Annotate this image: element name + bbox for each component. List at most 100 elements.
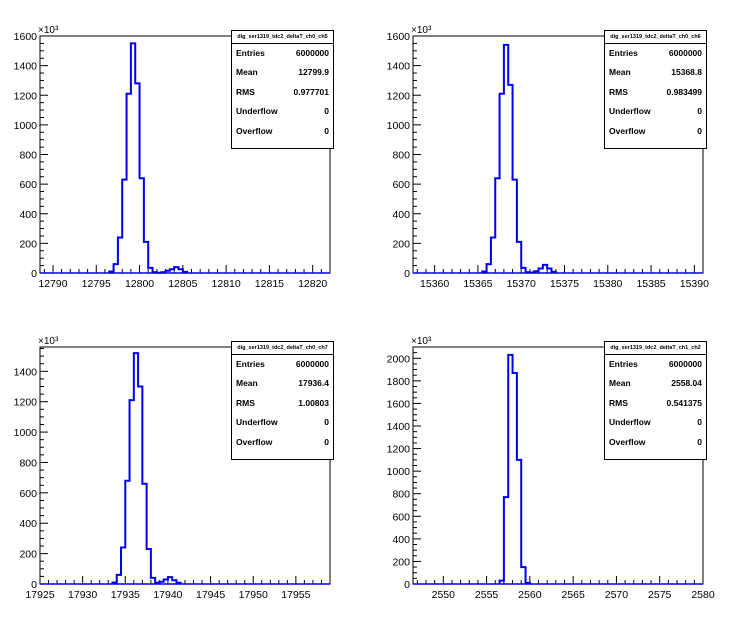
- stats-value: 17936.4: [298, 378, 329, 389]
- histogram-bin: [135, 83, 139, 273]
- y-tick-label: 800: [392, 489, 410, 501]
- histogram-bin: [521, 268, 525, 273]
- histogram-series: [498, 353, 531, 584]
- stats-value: 0: [324, 125, 329, 136]
- stats-label: Mean: [236, 378, 258, 389]
- stats-row-entries: Entries 6000000: [605, 355, 706, 374]
- y-tick-label: 0: [31, 268, 37, 280]
- histogram-bin: [131, 43, 135, 273]
- stats-label: Entries: [609, 48, 638, 58]
- y-tick-label: 400: [392, 534, 410, 546]
- histogram-bin: [140, 178, 144, 273]
- y-tick-label: 0: [31, 579, 37, 591]
- histogram-bin: [151, 578, 155, 584]
- y-tick-label: 200: [19, 238, 37, 250]
- stats-label: RMS: [236, 86, 255, 97]
- histogram-bin: [121, 548, 125, 584]
- histogram-bin: [539, 269, 543, 273]
- y-tick-label: 1800: [387, 376, 411, 388]
- stats-value: 6000000: [668, 359, 702, 369]
- y-tick-label: 1600: [387, 31, 411, 43]
- stats-value: 12799.9: [298, 67, 329, 78]
- histogram-bin: [147, 549, 151, 584]
- histogram-series: [108, 42, 189, 274]
- histogram-bin: [513, 373, 517, 584]
- histogram-bin: [534, 271, 538, 273]
- y-tick-label: 1000: [14, 120, 38, 132]
- x-tick-label: 17935: [111, 589, 140, 601]
- histogram-bin: [170, 269, 174, 273]
- stats-label: Mean: [609, 67, 631, 78]
- histogram-bin: [547, 269, 551, 273]
- y-multiplier-label: ×10³: [411, 25, 432, 36]
- stats-title: dig_ser1319_tdc2_deltaT_ch0_ch6: [605, 31, 706, 44]
- histogram-bin: [144, 242, 148, 273]
- stats-value: 15368.8: [671, 67, 702, 78]
- y-tick-label: 200: [392, 556, 410, 568]
- x-tick-label: 15385: [636, 278, 665, 290]
- x-tick-label: 12790: [38, 278, 67, 290]
- stats-label: RMS: [609, 397, 628, 408]
- stats-row-entries: Entries 6000000: [232, 355, 333, 374]
- stats-label: Entries: [236, 48, 265, 58]
- histogram-bin: [127, 94, 131, 273]
- y-tick-label: 1200: [387, 444, 411, 456]
- stats-value: 0: [324, 436, 329, 447]
- histogram-bin: [109, 272, 113, 273]
- y-multiplier-label: ×10³: [38, 336, 59, 347]
- y-tick-label: 1400: [14, 366, 38, 378]
- histogram-bin: [122, 180, 126, 273]
- y-tick-label: 200: [19, 549, 37, 561]
- stats-row-rms: RMS 0.541375: [605, 394, 706, 413]
- stats-row-overflow: Overflow 0: [605, 433, 706, 452]
- histogram-bin: [543, 265, 547, 273]
- x-tick-label: 15380: [593, 278, 622, 290]
- x-tick-label: 12805: [168, 278, 197, 290]
- stats-row-underflow: Underflow 0: [605, 413, 706, 432]
- y-tick-label: 400: [19, 209, 37, 221]
- histogram-bin: [117, 575, 121, 584]
- stats-row-underflow: Underflow 0: [232, 102, 333, 121]
- histogram-bin: [526, 272, 530, 273]
- histogram-panel-2: ×10³ 0 200 400 600 800 1000 1200 1400 1600 15360 15…: [387, 25, 709, 290]
- x-tick-label: 15360: [420, 278, 449, 290]
- histogram-bin: [495, 178, 499, 273]
- histogram-bin: [155, 583, 159, 584]
- histogram-bin: [166, 271, 170, 273]
- x-tick-label: 17950: [239, 589, 268, 601]
- stats-row-rms: RMS 1.00803: [232, 394, 333, 413]
- stats-title: dig_ser1319_tdc2_deltaT_ch1_ch2: [605, 342, 706, 355]
- stats-row-underflow: Underflow 0: [232, 413, 333, 432]
- x-tick-label: 2555: [475, 589, 499, 601]
- y-tick-label: 1200: [14, 397, 38, 409]
- stats-value: 0: [697, 436, 702, 447]
- stats-title: dig_ser1319_tdc2_deltaT_ch0_ch5: [232, 31, 333, 44]
- stats-value: 0.541375: [666, 397, 702, 408]
- y-tick-label: 1200: [387, 90, 411, 102]
- y-tick-label: 1600: [387, 398, 411, 410]
- y-tick-label: 800: [19, 457, 37, 469]
- stats-box: dig_ser1319_tdc2_deltaT_ch0_ch6 Entries 60…: [604, 30, 707, 149]
- y-tick-label: 800: [392, 150, 410, 162]
- stats-row-underflow: Underflow 0: [605, 102, 706, 121]
- histogram-bin: [168, 577, 172, 584]
- x-tick-label: 17945: [196, 589, 225, 601]
- stats-label: Overflow: [609, 125, 646, 136]
- stats-value: 6000000: [668, 48, 702, 58]
- y-tick-label: 1400: [14, 61, 38, 73]
- x-tick-label: 2570: [605, 589, 629, 601]
- stats-row-entries: Entries 6000000: [232, 44, 333, 63]
- histogram-bin: [134, 353, 138, 584]
- histogram-bin: [172, 580, 176, 584]
- x-tick-label: 15375: [550, 278, 579, 290]
- y-tick-label: 0: [404, 268, 410, 280]
- stats-box: dig_ser1319_tdc2_deltaT_ch1_ch2 Entries 60…: [604, 341, 707, 460]
- stats-label: Overflow: [609, 436, 646, 447]
- histogram-bin: [513, 180, 517, 273]
- histogram-bin: [482, 272, 486, 273]
- y-tick-label: 400: [392, 209, 410, 221]
- stats-value: 0: [697, 106, 702, 117]
- y-tick-label: 1000: [387, 120, 411, 132]
- stats-title: dig_ser1319_tdc2_deltaT_ch0_ch7: [232, 342, 333, 355]
- stats-label: Mean: [236, 67, 258, 78]
